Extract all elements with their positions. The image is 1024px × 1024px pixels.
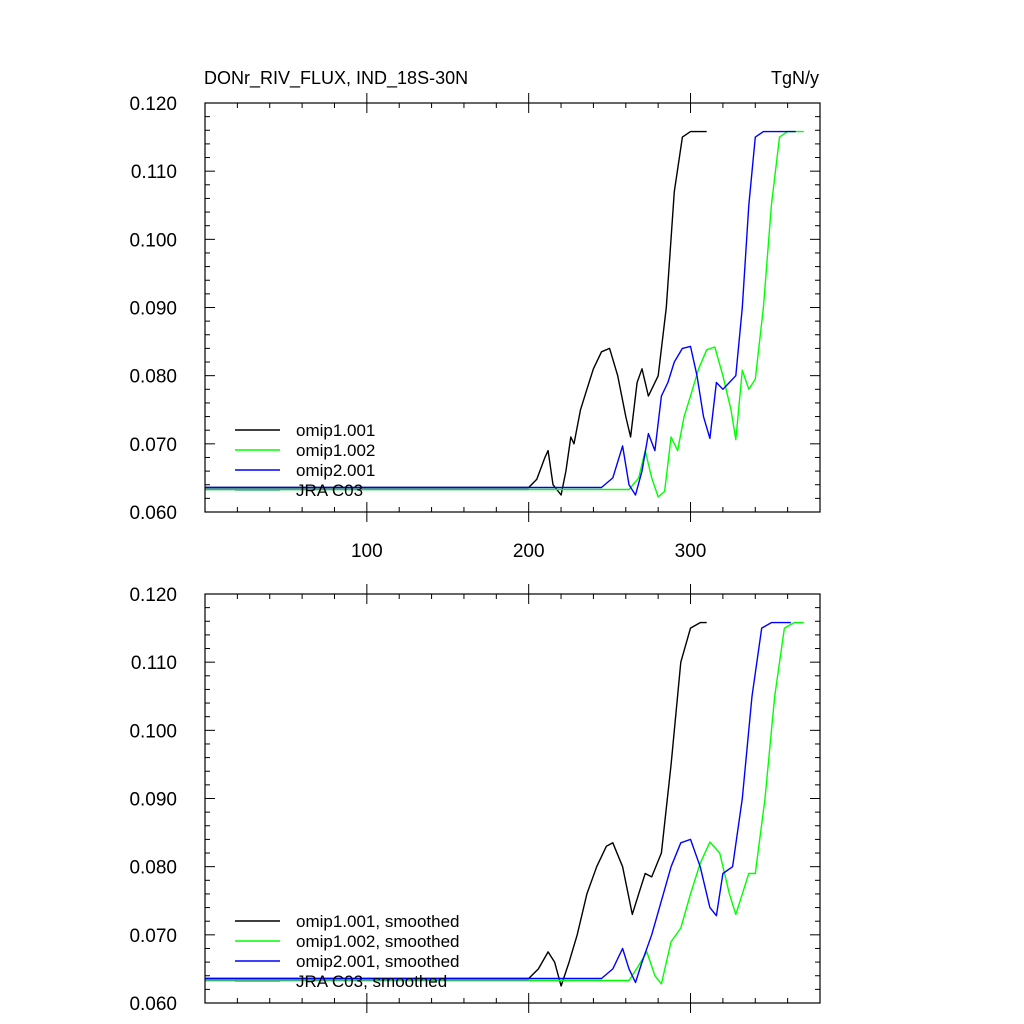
y-tick-label: 0.080 [129, 367, 177, 388]
y-tick-label: 0.060 [129, 994, 177, 1015]
series-line-2 [205, 130, 804, 498]
y-tick-label: 0.100 [129, 721, 177, 742]
y-tick-label: 0.070 [129, 926, 177, 947]
legend-label: omip2.001, smoothed [296, 952, 460, 971]
bottom-panel: 0.060 0.070 0.080 0.090 0.100 0.110 0.120 omip1… [129, 584, 821, 1015]
legend-label: JRA C03 [296, 481, 363, 500]
chart-units: TgN/y [771, 68, 819, 88]
series-line-1 [205, 621, 707, 987]
chart-title: DONr_RIV_FLUX, IND_18S-30N [204, 68, 468, 89]
y-tick-label: 0.110 [131, 162, 177, 183]
x-tick-label: 200 [513, 541, 545, 562]
legend-label: omip1.001 [296, 421, 375, 440]
top-panel: 0.060 0.070 0.080 0.090 0.100 0.110 0.120 100 20… [129, 93, 821, 562]
series-line-1 [205, 130, 707, 496]
legend-label: omip1.002, smoothed [296, 932, 460, 951]
y-tick-label: 0.090 [129, 790, 177, 811]
series-group [205, 621, 804, 987]
legend-label: JRA C03, smoothed [296, 972, 447, 991]
y-tick-label: 0.090 [129, 299, 177, 320]
y-tick-label: 0.070 [129, 435, 177, 456]
series-line-3 [205, 130, 796, 496]
legend-label: omip1.002 [296, 441, 375, 460]
y-tick-label: 0.060 [129, 503, 177, 524]
x-tick-label: 100 [351, 541, 383, 562]
x-tick-label: 300 [675, 541, 707, 562]
series-group [205, 130, 804, 498]
y-tick-label: 0.080 [129, 858, 177, 879]
y-tick-label: 0.110 [131, 653, 177, 674]
series-line-3 [205, 621, 791, 984]
legend-label: omip1.001, smoothed [296, 912, 460, 931]
y-tick-label: 0.100 [129, 230, 177, 251]
y-tick-label: 0.120 [129, 94, 177, 115]
y-tick-label: 0.120 [129, 585, 177, 606]
series-line-2 [205, 621, 804, 985]
legend-label: omip2.001 [296, 461, 375, 480]
